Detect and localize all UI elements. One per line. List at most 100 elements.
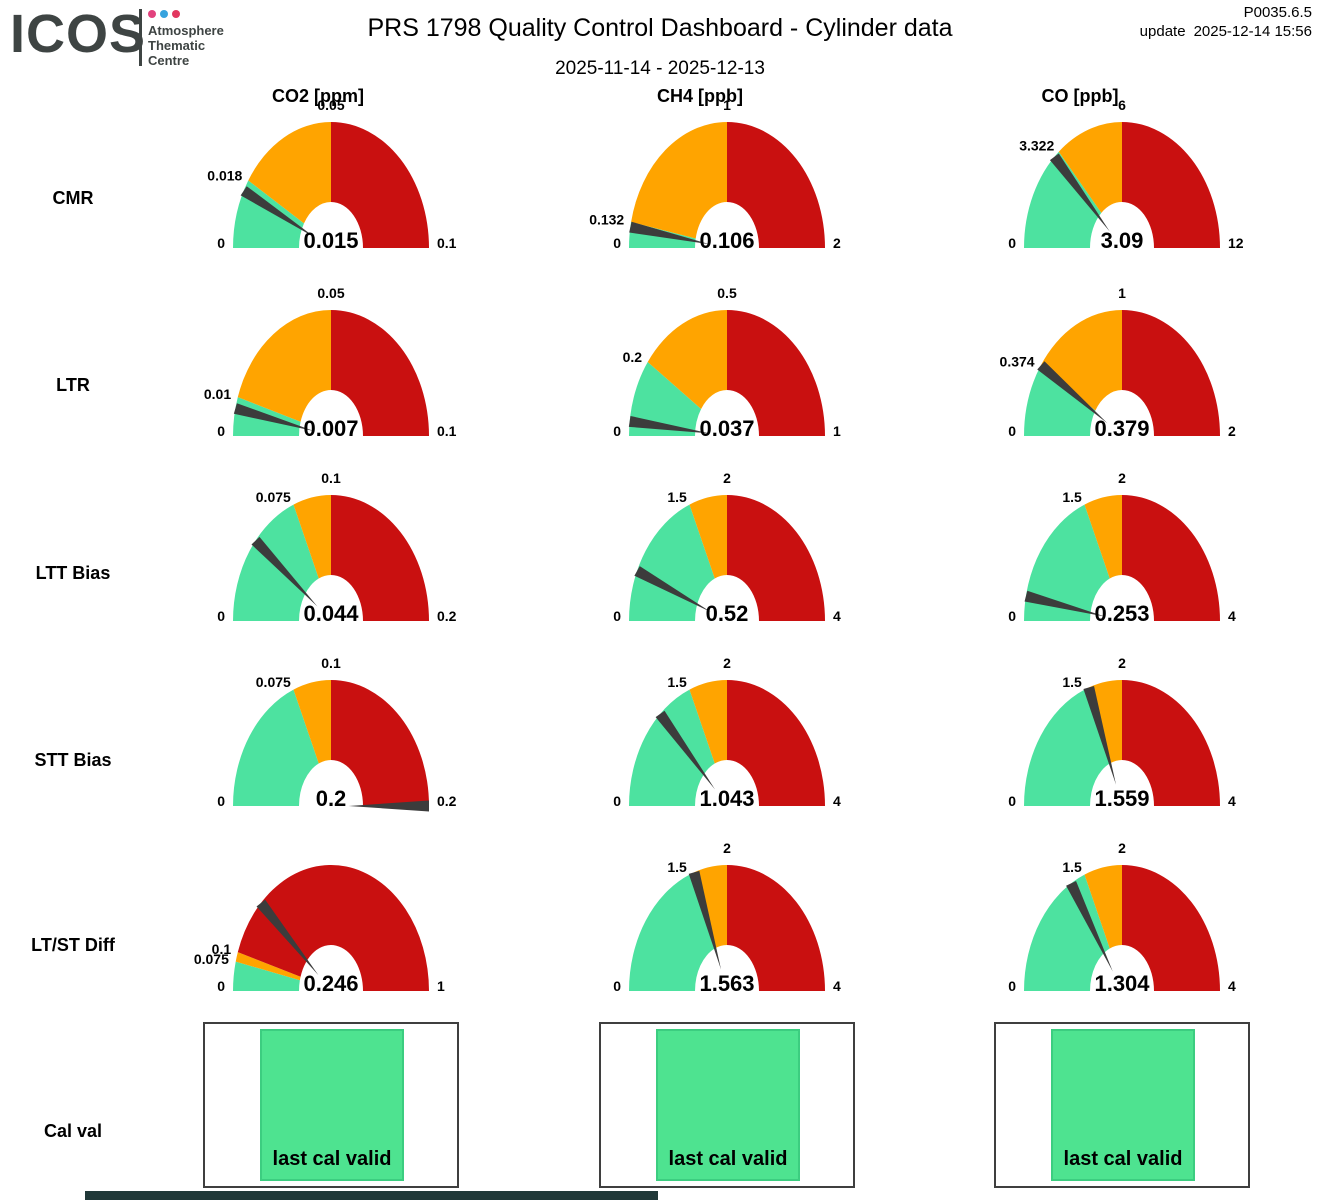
gauge-needle: [1024, 590, 1105, 617]
segment-red: [331, 680, 429, 806]
gauge-min-label: 0: [217, 608, 225, 624]
logo-subtitle-line1: Atmosphere: [148, 23, 224, 38]
gauge-orange-threshold-label: 0.05: [317, 285, 344, 301]
gauge-cmr-ch4: 0 2 0.132 1 0.106: [589, 97, 841, 253]
version-label: P0035.6.5: [1243, 4, 1312, 21]
gauge-min-label: 0: [1008, 235, 1016, 251]
update-timestamp: 2025-12-14 15:56: [1193, 23, 1312, 40]
cal-val-label: last cal valid: [1063, 1148, 1183, 1170]
row-label-cmr: CMR: [52, 188, 94, 208]
segment-orange: [237, 310, 331, 422]
cal-val-label: last cal valid: [272, 1148, 392, 1170]
segment-red: [1122, 865, 1220, 991]
gauge-green-threshold-label: 0.075: [194, 951, 229, 967]
segment-green: [1024, 874, 1110, 991]
segment-green: [1024, 366, 1096, 436]
segment-orange: [1058, 122, 1122, 213]
segment-red: [331, 310, 429, 436]
cal-val-status-square: last cal valid: [656, 1029, 800, 1181]
segment-red: [331, 495, 429, 621]
cal-val-box-ch4: last cal valid: [599, 1022, 855, 1188]
segment-red: [1122, 310, 1220, 436]
cal-val-box-co: last cal valid: [994, 1022, 1250, 1188]
segment-orange: [293, 680, 331, 764]
gauge-max-label: 4: [833, 793, 841, 809]
logo-subtitle-line2: Thematic: [148, 38, 206, 53]
logo-dots-icon: [148, 10, 180, 18]
gauge-max-label: 0.1: [437, 423, 457, 439]
gauge-orange-threshold-label: 0.05: [317, 97, 344, 113]
gauge-stt-bias-co: 0 4 1.5 2 1.559: [1008, 655, 1236, 811]
segment-orange: [235, 952, 301, 981]
gauge-value: 0.007: [303, 416, 358, 441]
segment-orange: [1084, 495, 1122, 579]
gauge-orange-threshold-label: 2: [1118, 470, 1126, 486]
gauge-value: 1.043: [699, 786, 754, 811]
segment-green: [629, 504, 715, 621]
gauge-value: 0.379: [1094, 416, 1149, 441]
gauge-min-label: 0: [1008, 793, 1016, 809]
gauge-min-label: 0: [613, 423, 621, 439]
gauge-needle: [634, 566, 711, 612]
gauge-value: 1.304: [1094, 971, 1150, 996]
gauge-min-label: 0: [217, 423, 225, 439]
gauge-min-label: 0: [217, 793, 225, 809]
segment-green: [629, 689, 715, 806]
icos-logo: ICOS: [10, 4, 147, 64]
segment-red: [1122, 495, 1220, 621]
gauge-orange-threshold-label: 1: [723, 97, 731, 113]
update-line: update 2025-12-14 15:56: [1140, 22, 1312, 41]
gauge-orange-threshold-label: 6: [1118, 97, 1126, 113]
gauge-green-threshold-label: 0.01: [204, 386, 231, 402]
gauge-orange-threshold-label: 2: [723, 840, 731, 856]
gauge-orange-threshold-label: 0.1: [321, 655, 341, 671]
segment-red: [727, 865, 825, 991]
gauge-orange-threshold-label: 2: [723, 470, 731, 486]
row-label-stt-bias: STT Bias: [34, 750, 112, 770]
gauge-max-label: 2: [833, 235, 841, 251]
gauge-stt-bias-ch4: 0 4 1.5 2 1.043: [613, 655, 841, 811]
gauge-value: 1.563: [699, 971, 754, 996]
segment-green: [233, 689, 319, 806]
gauge-ltt-bias-co: 0 4 1.5 2 0.253: [1008, 470, 1236, 626]
gauge-ltr-co: 0 2 0.374 1 0.379: [1000, 285, 1236, 441]
gauge-value: 3.09: [1101, 228, 1144, 253]
gauge-lt-st-diff-ch4: 0 4 1.5 2 1.563: [613, 840, 841, 996]
gauge-min-label: 0: [613, 608, 621, 624]
gauge-orange-threshold-label: 0.5: [717, 285, 737, 301]
gauge-needle: [629, 221, 710, 245]
segment-green: [1024, 504, 1110, 621]
gauge-green-threshold-label: 1.5: [667, 489, 687, 505]
segment-red: [1122, 122, 1220, 248]
gauge-green-threshold-label: 1.5: [667, 674, 687, 690]
segment-orange: [248, 122, 331, 224]
gauge-value: 0.253: [1094, 601, 1149, 626]
segment-red: [727, 495, 825, 621]
gauge-min-label: 0: [613, 978, 621, 994]
logo-subtitle: Atmosphere Thematic Centre: [148, 23, 224, 68]
gauge-needle: [655, 710, 715, 790]
segment-orange: [631, 122, 727, 239]
gauge-green-threshold-label: 0.374: [1000, 353, 1035, 369]
segment-red: [727, 680, 825, 806]
gauge-needle: [348, 800, 429, 812]
gauge-green-threshold-label: 1.5: [1062, 859, 1082, 875]
row-label-cal-val: Cal val: [43, 1121, 103, 1141]
column-header-ch4: CH4 [ppb]: [657, 86, 743, 106]
page-title: PRS 1798 Quality Control Dashboard - Cyl…: [367, 14, 953, 42]
gauge-ltr-ch4: 0 1 0.2 0.5 0.037: [613, 285, 841, 441]
column-header-co: CO [ppb]: [1041, 86, 1119, 106]
gauge-ltt-bias-ch4: 0 4 1.5 2 0.52: [613, 470, 841, 626]
segment-orange: [689, 495, 727, 579]
gauge-value: 0.246: [303, 971, 358, 996]
gauge-max-label: 0.2: [437, 608, 457, 624]
gauge-needle: [256, 899, 319, 976]
header-meta: P0035.6.5 update 2025-12-14 15:56: [1140, 3, 1312, 41]
gauge-needle: [628, 415, 710, 434]
gauge-orange-threshold-label: 1: [1118, 285, 1126, 301]
gauge-min-label: 0: [1008, 423, 1016, 439]
gauge-cmr-co: 0 12 3.322 6 3.09: [1008, 97, 1244, 253]
segment-red: [237, 865, 429, 991]
gauge-max-label: 1: [437, 978, 445, 994]
